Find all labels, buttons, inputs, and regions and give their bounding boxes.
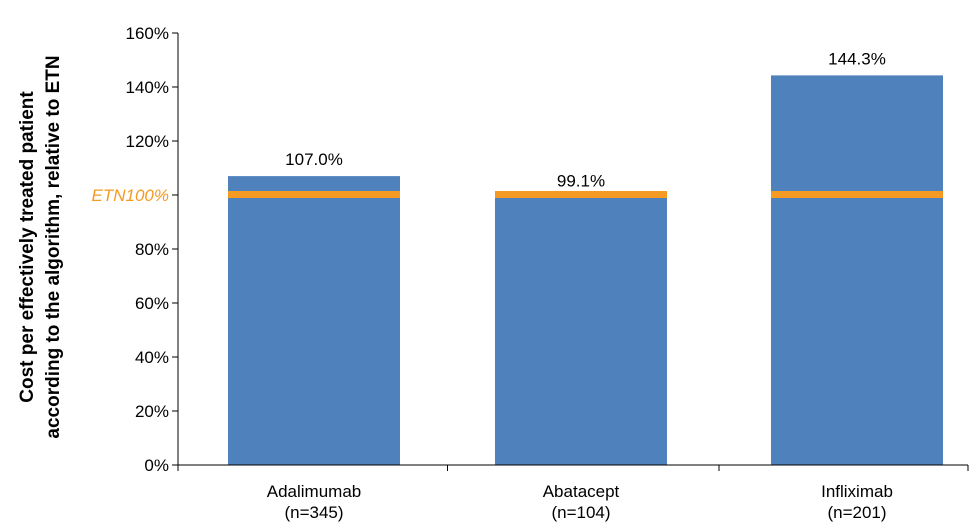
x-tick-label: (n=201) [827, 503, 886, 522]
y-tick-label: 20% [135, 402, 169, 421]
x-tick-label: Adalimumab [267, 482, 362, 501]
y-tick-label: 80% [135, 240, 169, 259]
y-tick-label: 140% [126, 78, 169, 97]
y-tick-label: 0% [144, 456, 169, 475]
reference-label: ETN100% [92, 186, 169, 205]
y-tick-label: 160% [126, 24, 169, 43]
y-tick-label: 40% [135, 348, 169, 367]
x-tick-label: Abatacept [543, 482, 620, 501]
plot-area: 107.0% 99.1% 144.3% 0% 20% 40% 60% 80% ETN100% 12… [92, 24, 969, 522]
data-label: 99.1% [557, 171, 605, 190]
bar [771, 75, 943, 465]
y-axis-title-line-1: Cost per effectively treated patient [17, 91, 38, 403]
data-label: 144.3% [828, 49, 886, 68]
x-tick-label: Infliximab [821, 482, 893, 501]
y-tick-label: 120% [126, 132, 169, 151]
reference-marker [495, 191, 667, 198]
data-label: 107.0% [285, 150, 343, 169]
y-tick-label: 60% [135, 294, 169, 313]
y-axis-title-line-2: according to the algorithm, relative to … [43, 55, 64, 438]
reference-marker [771, 191, 943, 198]
bar [228, 176, 400, 465]
x-tick-label: (n=104) [551, 503, 610, 522]
reference-marker [228, 191, 400, 198]
bar [495, 197, 667, 465]
x-tick-label: (n=345) [284, 503, 343, 522]
